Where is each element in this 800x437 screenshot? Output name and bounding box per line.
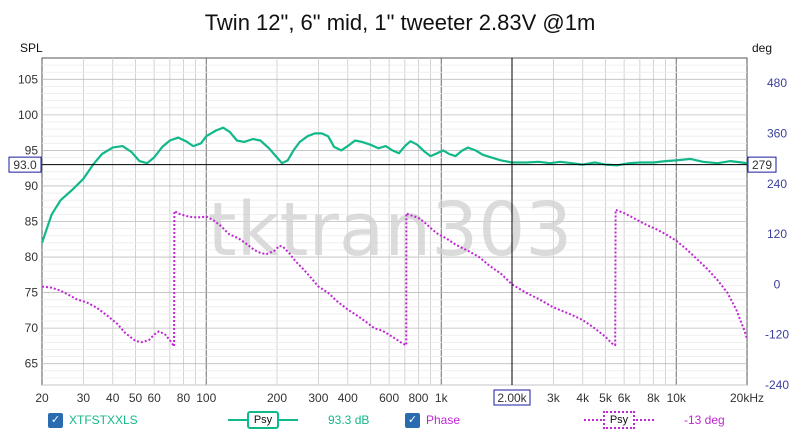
data-series [40,126,748,348]
legend-style-phase[interactable]: Psy [584,408,654,432]
x-tick-label: 100 [196,391,216,405]
cursor-left-label-box [8,156,42,173]
x-tick-label: 80 [177,391,191,405]
legend-item-xtfstxxls[interactable]: ✓ XTFSTXXLS [48,408,138,432]
x-tick-label: 400 [338,391,358,405]
y-right-tick-label: 360 [767,126,787,140]
y-left-tick-label: 90 [25,179,39,193]
legend-label-xtfstxxls: XTFSTXXLS [69,413,138,427]
xtfstxxls-checkbox[interactable]: ✓ [48,412,63,428]
x-tick-label: 600 [379,391,399,405]
x-tick-label: 20kHz [730,391,764,405]
y-left-tick-label: 80 [25,250,39,264]
x-tick-label: 5k [599,391,613,405]
x-tick-label: 3k [547,391,561,405]
x-tick-label: 40 [106,391,120,405]
line-style-swatch-xtfstxxls[interactable]: Psy [228,409,298,431]
y-left-tick-label: 85 [25,215,39,229]
legend-value-phase: -13 deg [684,408,725,432]
y-right-tick-label: -240 [765,378,789,392]
x-tick-label: 8k [647,391,661,405]
phase-checkbox[interactable]: ✓ [405,412,420,428]
y-axis-left-label: SPL [20,41,43,55]
legend-item-phase[interactable]: ✓ Phase [405,408,460,432]
series-line-phase [41,208,748,348]
y-right-tick-label: -120 [765,328,789,342]
cursor-x-label-box [493,389,531,406]
legend-style-xtfstxxls[interactable]: Psy [228,408,298,432]
y-right-tick-label: 120 [767,227,787,241]
y-left-tick-label: 100 [18,108,38,122]
style-label-xtfstxxls: Psy [246,411,280,429]
watermark-text: tktran303 [208,187,573,273]
chart-title: Twin 12", 6" mid, 1" tweeter 2.83V @1m [205,10,596,35]
value-phase: -13 deg [684,413,725,427]
line-style-swatch-phase[interactable]: Psy [584,409,654,431]
x-tick-label: 300 [308,391,328,405]
axis-ticks: 20 30 40 50 60 80 100 200 300 400 600 800 1k 3k 4k 5k 6k… [18,72,789,405]
cursor-right-label: 279 [752,158,772,172]
y-left-tick-label: 65 [25,357,39,371]
series-line-xtfstxxls [40,126,748,244]
y-axis-right-label: deg [752,41,772,55]
y-right-tick-label: 240 [767,177,787,191]
x-tick-label: 60 [147,391,161,405]
x-tick-label: 6k [618,391,632,405]
x-tick-label: 1k [435,391,449,405]
x-tick-label: 200 [267,391,287,405]
grid [41,57,748,386]
cursor-right-label-box [747,156,777,173]
x-tick-label: 800 [408,391,428,405]
y-left-tick-label: 75 [25,286,39,300]
cursor-x-label: 2.00k [497,391,527,405]
cursor-left-label: 93.0 [13,158,37,172]
y-right-tick-label: 480 [767,76,787,90]
x-tick-label: 20 [35,391,49,405]
legend-value-xtfstxxls: 93.3 dB [328,408,369,432]
style-label-phase: Psy [602,411,636,429]
value-xtfstxxls: 93.3 dB [328,413,370,427]
legend-label-phase: Phase [426,413,461,427]
cursor[interactable]: 2.00k 93.0 279 [8,58,777,406]
y-left-tick-label: 95 [25,143,39,157]
x-tick-label: 4k [576,391,590,405]
y-left-tick-label: 70 [25,321,39,335]
x-tick-label: 30 [77,391,91,405]
x-tick-label: 50 [129,391,143,405]
y-left-tick-label: 105 [18,72,38,86]
x-tick-label: 10k [667,391,687,405]
y-right-tick-label: 0 [774,277,781,291]
